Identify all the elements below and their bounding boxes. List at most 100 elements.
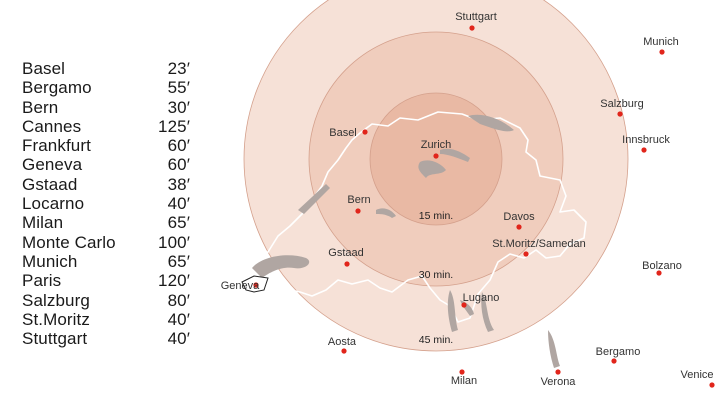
city-marker: Davos — [503, 211, 535, 230]
city-label: Gstaad — [328, 247, 363, 259]
city-marker: Stuttgart — [455, 11, 497, 31]
lake-maggiore — [447, 290, 458, 332]
city-dot — [641, 147, 647, 153]
flight-time-row: Cannes 125′ — [22, 117, 190, 136]
city-marker: Bergamo — [596, 346, 641, 364]
ring-label: 30 min. — [419, 269, 453, 281]
destination-name: Monte Carlo — [22, 232, 116, 252]
city-label: Bern — [347, 194, 370, 206]
city-marker: Venice — [680, 369, 715, 388]
flight-time-row: Gstaad 38′ — [22, 175, 190, 194]
flight-duration: 65′ — [167, 213, 190, 233]
lake-como — [481, 292, 494, 332]
ring-15-min — [369, 92, 503, 226]
flight-duration: 38′ — [167, 174, 190, 194]
ring-label: 15 min. — [419, 210, 453, 222]
city-marker: Gstaad — [328, 247, 364, 267]
city-dot — [469, 25, 475, 31]
city-dot — [344, 261, 350, 267]
flight-time-row: Paris 120′ — [22, 271, 190, 290]
city-marker: Innsbruck — [622, 134, 670, 153]
lake-neuchatel — [298, 184, 330, 214]
city-label: Basel — [329, 127, 357, 139]
destination-name: Locarno — [22, 194, 85, 214]
flight-duration: 40′ — [167, 329, 190, 349]
flight-duration: 30′ — [167, 97, 190, 117]
flight-duration: 65′ — [167, 251, 190, 271]
city-dot — [659, 49, 665, 55]
flight-times-list: Basel 23′ Bergamo 55′ Bern 30′ Cannes 125′ F… — [22, 59, 190, 348]
city-label: Innsbruck — [622, 134, 670, 146]
destination-name: Munich — [22, 251, 78, 271]
city-label: Milan — [451, 375, 477, 387]
city-dot — [555, 369, 561, 375]
flight-time-row: Monte Carlo 100′ — [22, 233, 190, 252]
flight-time-row: Bergamo 55′ — [22, 78, 190, 97]
city-label: Zurich — [421, 139, 452, 151]
flight-time-row: Bern 30′ — [22, 98, 190, 117]
flight-time-row: Milan 65′ — [22, 213, 190, 232]
city-marker: Bern — [347, 194, 371, 214]
flight-time-row: Salzburg 80′ — [22, 291, 190, 310]
lake-constance — [468, 114, 514, 132]
flight-time-row: Locarno 40′ — [22, 194, 190, 213]
city-dot — [433, 153, 439, 159]
flight-duration: 55′ — [167, 78, 190, 98]
city-label: Stuttgart — [455, 11, 497, 23]
city-label: Davos — [503, 211, 535, 223]
lake-geneva — [252, 255, 310, 278]
flight-duration: 40′ — [167, 194, 190, 214]
flight-time-row: St.Moritz 40′ — [22, 310, 190, 329]
flight-time-row: Frankfurt 60′ — [22, 136, 190, 155]
city-label: Munich — [643, 36, 678, 48]
city-label: Lugano — [463, 292, 500, 304]
city-label: Salzburg — [600, 98, 643, 110]
city-label: Bergamo — [596, 346, 641, 358]
city-label: Verona — [541, 376, 577, 388]
flight-time-row: Basel 23′ — [22, 59, 190, 78]
destination-name: St.Moritz — [22, 309, 90, 329]
city-marker: St.Moritz/Samedan — [492, 238, 586, 257]
destination-name: Bern — [22, 97, 59, 117]
city-marker: Milan — [451, 369, 477, 387]
city-marker: Basel — [329, 127, 368, 139]
destination-name: Bergamo — [22, 78, 92, 98]
city-label: Aosta — [328, 336, 357, 348]
flight-duration: 60′ — [167, 155, 190, 175]
city-label: St.Moritz/Samedan — [492, 238, 586, 250]
city-dot — [355, 208, 361, 214]
city-dot — [341, 348, 347, 354]
flight-duration: 100′ — [158, 232, 190, 252]
city-dot — [362, 129, 368, 135]
destination-name: Stuttgart — [22, 329, 88, 349]
city-label: Geneva — [221, 280, 260, 292]
city-marker: Munich — [643, 36, 679, 55]
destination-name: Milan — [22, 213, 64, 233]
city-dot — [461, 302, 467, 308]
flight-duration: 23′ — [167, 59, 190, 78]
city-dot — [656, 270, 662, 276]
ring-label: 45 min. — [419, 334, 453, 346]
city-marker: Geneva — [221, 280, 260, 292]
lake-zurich — [440, 148, 470, 162]
city-marker: Bolzano — [642, 260, 682, 276]
city-dot — [617, 111, 623, 117]
city-dot — [523, 251, 529, 257]
destination-name: Geneva — [22, 155, 83, 175]
city-marker: Verona — [541, 369, 577, 388]
switzerland-border — [251, 111, 587, 323]
flight-duration: 60′ — [167, 136, 190, 156]
city-dot — [253, 282, 259, 288]
destination-name: Basel — [22, 59, 66, 78]
city-label: Venice — [680, 369, 713, 381]
flight-duration: 125′ — [158, 116, 190, 136]
flight-duration: 120′ — [158, 271, 190, 291]
destination-name: Cannes — [22, 116, 82, 136]
lake-thun — [376, 208, 396, 218]
city-label: Bolzano — [642, 260, 682, 272]
flight-time-row: Geneva 60′ — [22, 155, 190, 174]
destination-name: Gstaad — [22, 174, 78, 194]
city-dot — [459, 369, 465, 375]
destination-name: Salzburg — [22, 290, 90, 310]
